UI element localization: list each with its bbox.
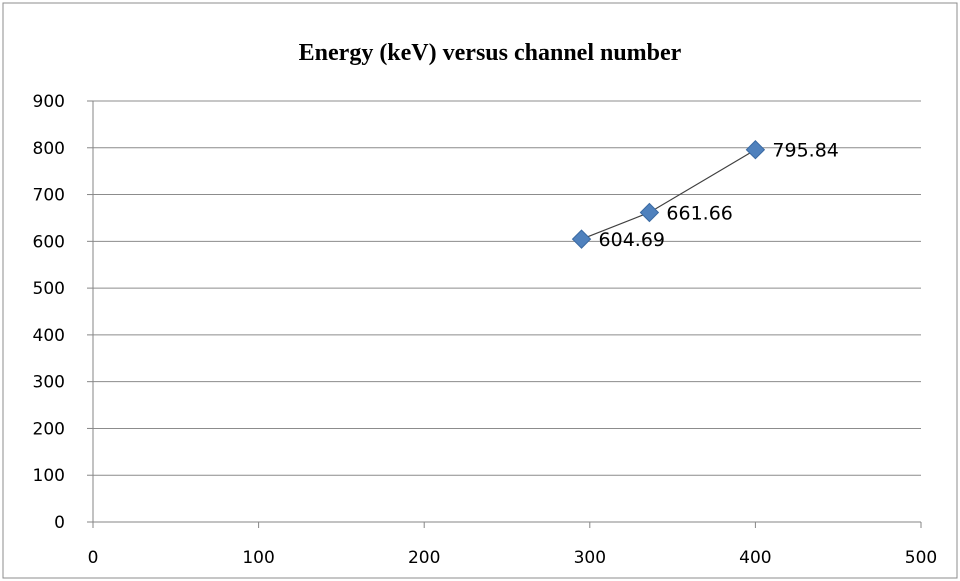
gridlines	[93, 100, 921, 476]
x-tick-label-0: 0	[88, 548, 99, 568]
y-tick-label-500: 500	[33, 279, 65, 299]
data-label-0: 604.69	[599, 229, 665, 251]
chart-title: Energy (keV) versus channel number	[299, 40, 682, 66]
y-tick-label-600: 600	[33, 232, 65, 252]
y-tick-label-800: 800	[33, 139, 65, 159]
tick-labels: 0 100 200 300 400 500 600 700 800 900 0 100 200 300 40…	[33, 92, 938, 568]
data-label-2: 795.84	[772, 140, 838, 162]
x-tick-label-100: 100	[242, 548, 274, 568]
x-tick-label-400: 400	[739, 548, 771, 568]
data-point-1	[639, 202, 660, 223]
y-tick-label-100: 100	[33, 466, 65, 486]
y-tick-label-400: 400	[33, 326, 65, 346]
x-tick-label-500: 500	[905, 548, 937, 568]
y-tick-label-200: 200	[33, 419, 65, 439]
x-tick-label-300: 300	[574, 548, 606, 568]
data-point-0	[571, 229, 592, 249]
x-tick-label-200: 200	[408, 548, 440, 568]
axes	[87, 100, 922, 528]
y-tick-label-300: 300	[33, 373, 65, 393]
y-tick-label-900: 900	[33, 92, 65, 112]
y-tick-label-700: 700	[33, 186, 65, 206]
data-point-2	[745, 140, 766, 160]
y-tick-label-0: 0	[54, 513, 65, 533]
data-label-1: 661.66	[666, 202, 732, 224]
